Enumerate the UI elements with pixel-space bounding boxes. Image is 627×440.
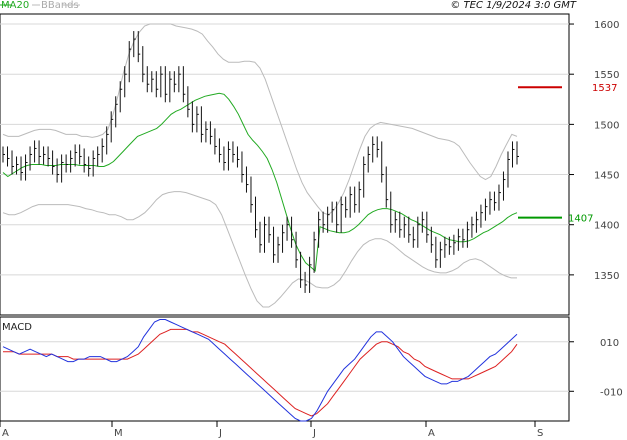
support-label: 1407 <box>568 214 593 225</box>
x-tick-label: J <box>218 428 222 439</box>
x-tick-label: M <box>114 428 123 439</box>
resistance-label: 1537 <box>592 83 617 94</box>
macd-axis: 010 -010 <box>569 338 623 398</box>
ma-legend-label: MA20 <box>1 0 29 11</box>
x-tick-label: A <box>2 428 9 439</box>
price-tick-label: 1500 <box>594 120 619 131</box>
price-grid <box>0 23 569 276</box>
bband-lower-line <box>2 191 517 308</box>
x-tick-label: S <box>537 428 543 439</box>
macd-line <box>2 319 518 422</box>
bband-upper-line <box>2 23 518 216</box>
price-levels: 1537 1407 <box>518 83 617 225</box>
macd-panel-frame <box>0 316 570 422</box>
macd-tick-label: 010 <box>600 338 619 349</box>
copyright-label: © TEC 1/9/2024 3:0 GMT <box>450 0 577 11</box>
bbands-legend-label: BBands <box>41 0 79 11</box>
price-axis: 1350 1400 1450 1500 1550 1600 <box>569 20 619 282</box>
price-tick-label: 1600 <box>594 20 619 31</box>
price-panel-frame <box>0 13 570 316</box>
macd-lines <box>2 319 518 422</box>
price-tick-label: 1450 <box>594 171 619 182</box>
price-tick-label: 1400 <box>594 221 619 232</box>
macd-label: MACD <box>2 322 32 333</box>
bollinger-bands <box>2 23 518 308</box>
macd-signal-line <box>3 328 518 417</box>
x-tick-label: A <box>428 428 435 439</box>
price-bars <box>2 31 519 293</box>
price-tick-label: 1550 <box>594 70 619 81</box>
x-tick-label: J <box>312 428 316 439</box>
macd-tick-label: -010 <box>600 387 623 398</box>
price-tick-label: 1350 <box>594 271 619 282</box>
macd-grid <box>0 341 569 392</box>
